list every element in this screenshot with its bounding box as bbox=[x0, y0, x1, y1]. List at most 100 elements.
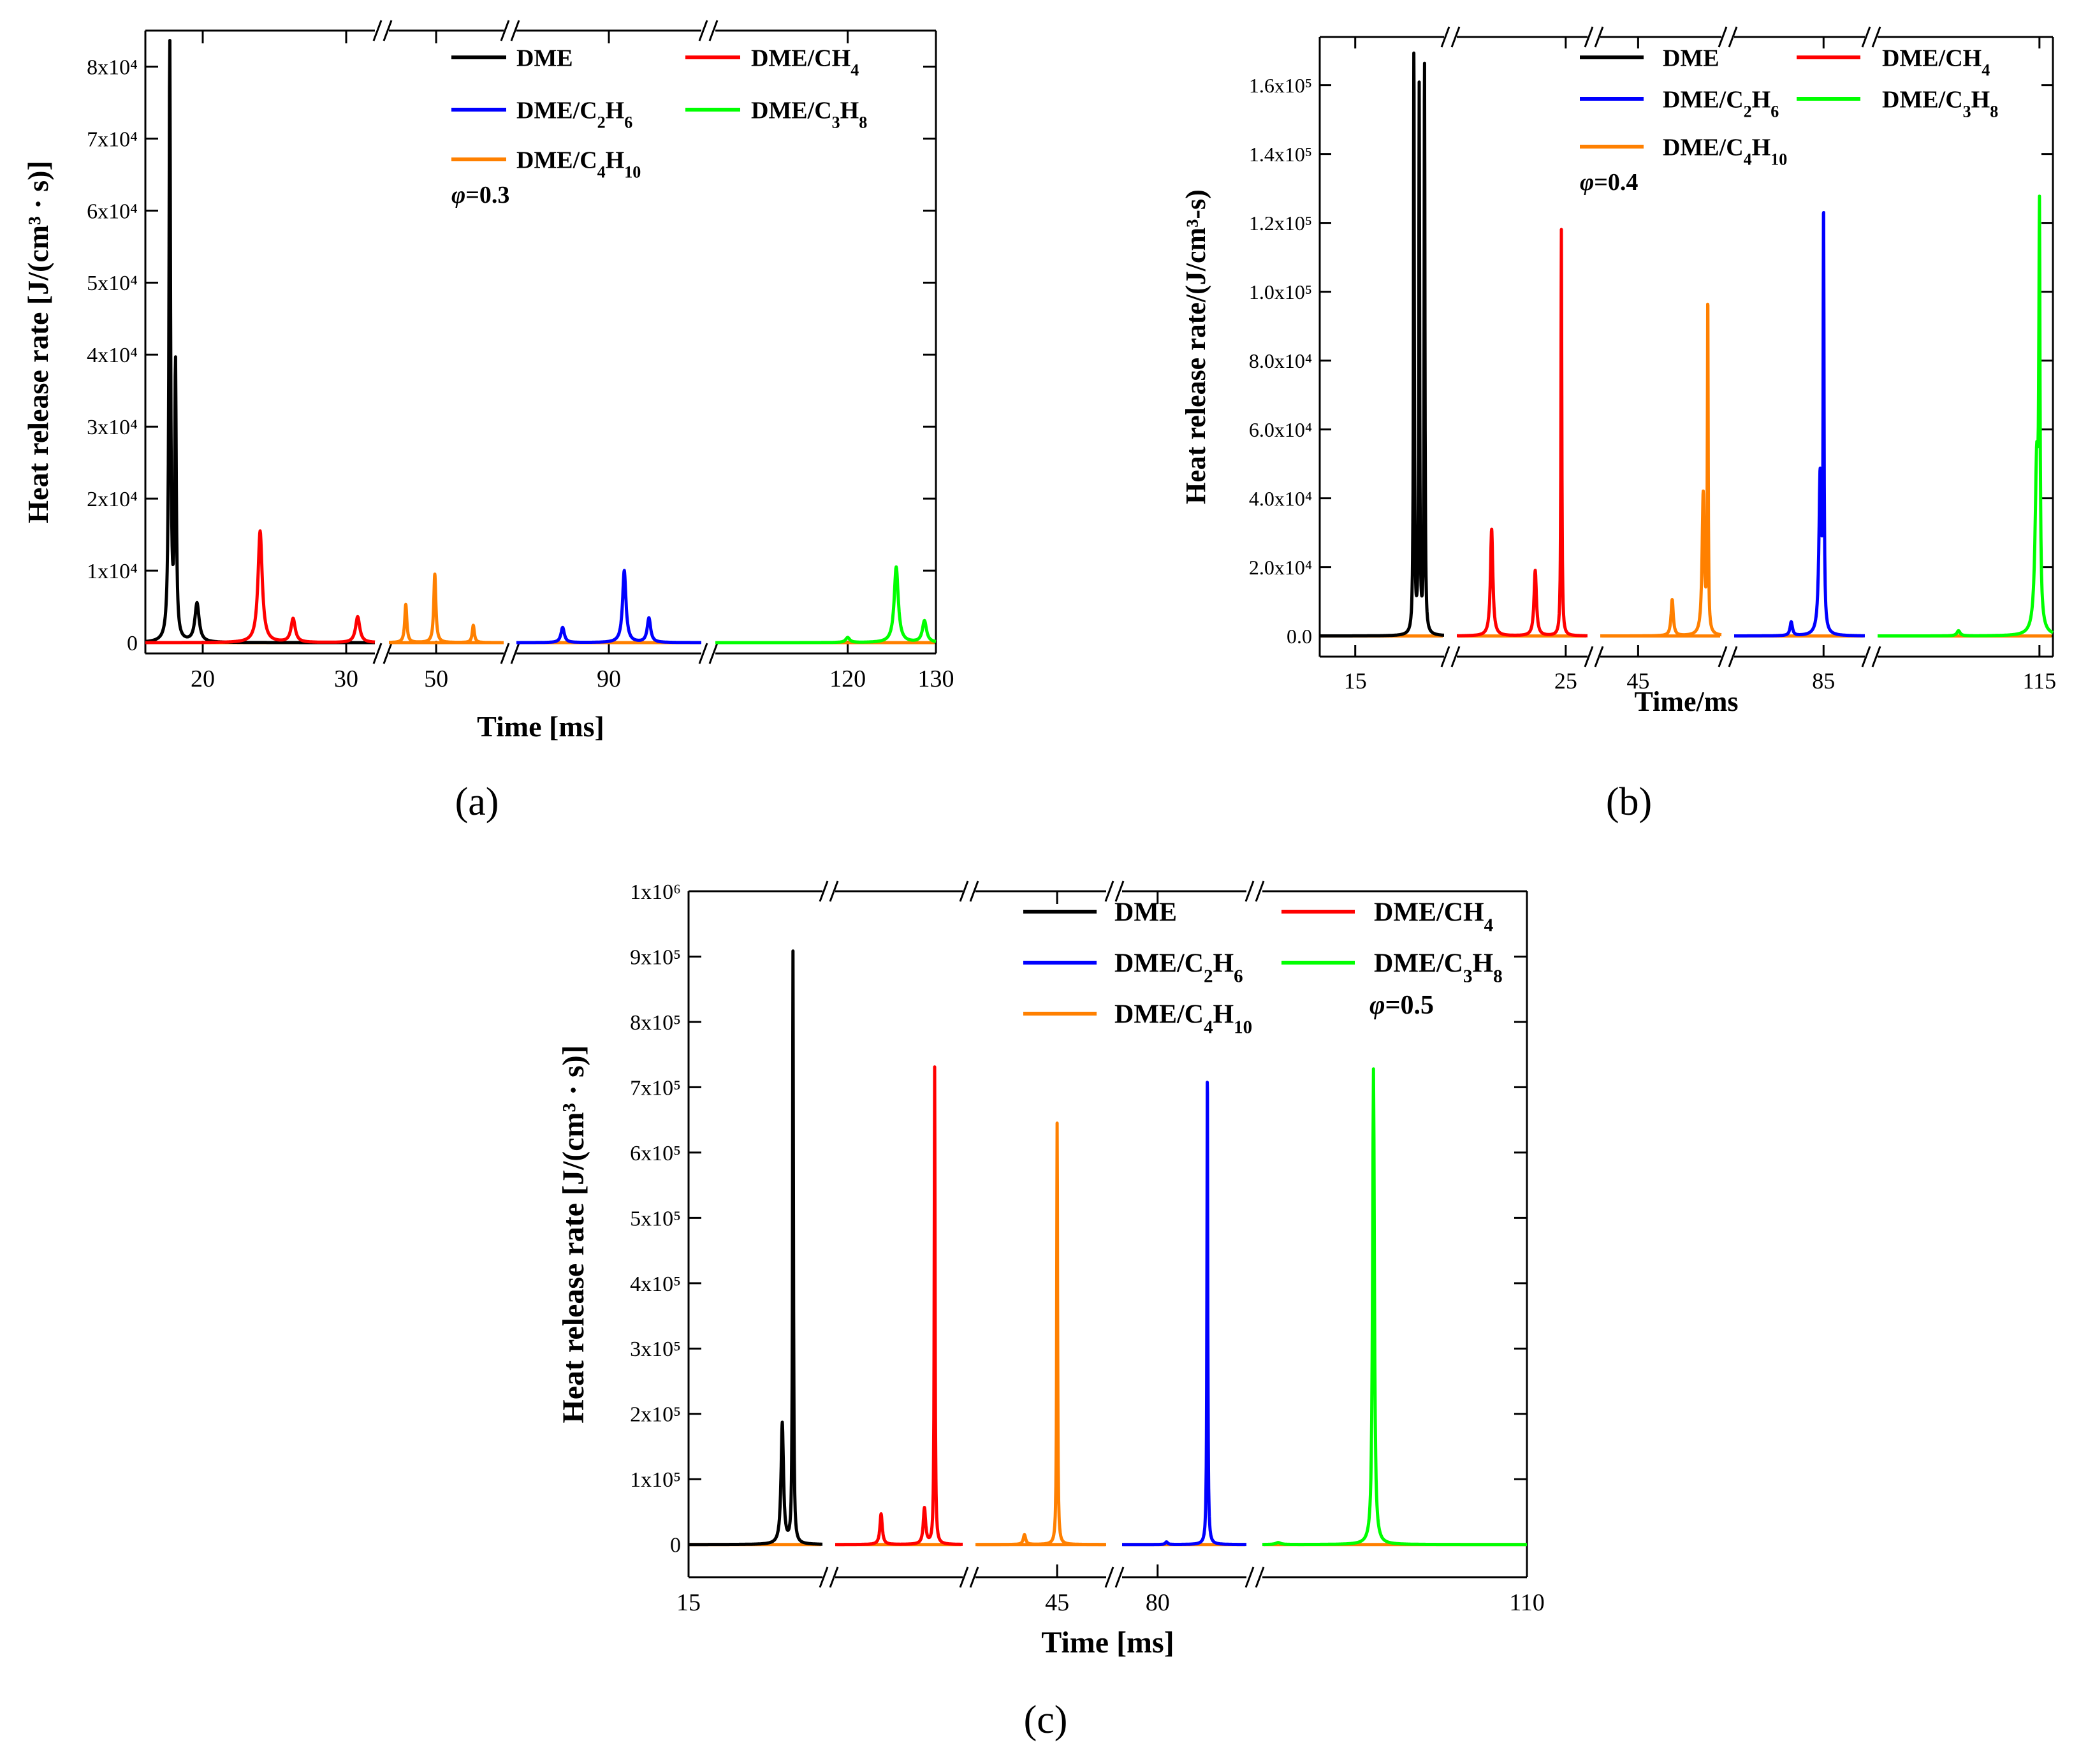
legend-label: DME bbox=[1663, 45, 1719, 71]
legend-label: DME/C3H8 bbox=[1374, 949, 1503, 987]
legend-label-part: 3 bbox=[1963, 102, 1971, 120]
legend-label-part: 10 bbox=[1234, 1017, 1252, 1038]
legend-label-part: DME/C bbox=[751, 97, 832, 124]
legend-label: DME bbox=[516, 45, 573, 71]
axis-break-mark bbox=[959, 880, 969, 902]
axis-break-mark bbox=[698, 643, 708, 664]
legend-label-part: 6 bbox=[624, 113, 632, 131]
phi-annotation: φ=0.4 bbox=[1580, 169, 1638, 196]
x-axis-title: Time [ms] bbox=[1041, 1626, 1174, 1659]
y-axis-title: Heat release rate [J/(cm³ · s)] bbox=[557, 1045, 590, 1423]
legend-label-part: 2 bbox=[1744, 102, 1752, 120]
x-tick-label: 50 bbox=[424, 666, 448, 692]
axis-break-mark bbox=[1871, 646, 1881, 667]
series-line-dme-c2h6 bbox=[1732, 211, 1867, 638]
axis-break-mark bbox=[1718, 646, 1728, 667]
axis-break-mark bbox=[1861, 646, 1871, 667]
axis-break-mark bbox=[383, 20, 393, 41]
axis-break-mark bbox=[1255, 880, 1265, 902]
legend-label-part: DME/CH bbox=[1374, 898, 1484, 928]
x-tick-label: 25 bbox=[1554, 668, 1577, 694]
x-tick-label: 90 bbox=[597, 666, 621, 692]
x-axis-title: Time/ms bbox=[1635, 686, 1739, 717]
legend-label-part: 4 bbox=[1484, 915, 1494, 936]
legend-label: DME/CH4 bbox=[1882, 45, 1990, 79]
y-tick-label: 3x10⁴ bbox=[87, 416, 138, 439]
legend-label: DME/CH4 bbox=[751, 45, 859, 79]
legend-label-part: DME/C bbox=[1114, 1000, 1204, 1030]
axis-break-mark bbox=[1245, 1566, 1255, 1588]
series-lines bbox=[144, 39, 937, 645]
series-lines bbox=[1318, 51, 2054, 638]
legend-label: DME/C2H6 bbox=[1114, 949, 1243, 987]
y-tick-label: 8x10⁵ bbox=[630, 1011, 681, 1035]
legend-label: DME/C4H10 bbox=[516, 147, 641, 181]
chart-panel-a: 0 1x10⁴ 2x10⁴ 3x10⁴ 4x10⁴ 5x10⁴ 6x10⁴ 7x10⁴ 8x10… bbox=[22, 20, 954, 824]
axis-break-mark bbox=[969, 1566, 979, 1588]
y-tick-label: 5x10⁴ bbox=[87, 272, 138, 295]
x-tick-label: 130 bbox=[918, 666, 954, 692]
y-tick-label: 0 bbox=[127, 632, 138, 655]
phi-annotation: φ=0.3 bbox=[451, 182, 509, 208]
series-line-dme-c3h8 bbox=[1876, 194, 2054, 638]
legend-label-part: 4 bbox=[1982, 61, 1990, 79]
legend-label: DME/C3H8 bbox=[1882, 86, 1998, 120]
x-tick-label: 20 bbox=[191, 666, 215, 692]
axis-break-mark bbox=[510, 20, 520, 41]
series-line-dme-c4h10 bbox=[974, 1121, 1108, 1547]
series-line-dme bbox=[1318, 51, 1446, 638]
axis-break-mark bbox=[510, 643, 520, 664]
chart-panel-b: 0.0 2.0x10⁴ 4.0x10⁴ 6.0x10⁴ 8.0x10⁴ 1.0x10⁵ 1.… bbox=[1180, 26, 2056, 824]
axis-break-mark bbox=[1255, 1566, 1265, 1588]
axis-break-mark bbox=[500, 20, 510, 41]
y-tick-label: 1.0x10⁵ bbox=[1249, 281, 1312, 303]
legend-label-part: 4 bbox=[597, 163, 606, 181]
legend-label-part: H bbox=[1752, 134, 1771, 161]
axis-break-mark bbox=[1594, 646, 1604, 667]
legend-label-part: 4 bbox=[1204, 1017, 1213, 1038]
y-tick-label: 7x10⁵ bbox=[630, 1076, 681, 1100]
phi-annotation: φ=0.5 bbox=[1369, 991, 1434, 1020]
legend-label-part: DME/C bbox=[516, 147, 597, 173]
legend-label-part: 8 bbox=[1493, 966, 1503, 987]
legend-label-part: DME/C bbox=[1114, 949, 1204, 979]
x-tick-label: 120 bbox=[829, 666, 866, 692]
series-line-dme-ch4 bbox=[144, 529, 376, 645]
axes: 0.0 2.0x10⁴ 4.0x10⁴ 6.0x10⁴ 8.0x10⁴ 1.0x10⁵ 1.… bbox=[1249, 26, 2056, 694]
y-tick-label: 6x10⁵ bbox=[630, 1142, 681, 1165]
axis-break-mark bbox=[1450, 26, 1461, 48]
axis-break-mark bbox=[1450, 646, 1461, 667]
legend-label: DME/C2H6 bbox=[1663, 86, 1779, 120]
x-tick-label: 85 bbox=[1812, 668, 1835, 694]
legend-label-part: 10 bbox=[1770, 150, 1787, 168]
legend-label-part: H bbox=[606, 97, 625, 124]
y-tick-label: 5x10⁵ bbox=[630, 1207, 681, 1230]
axis-break-mark bbox=[969, 880, 979, 902]
legend-label-part: H bbox=[1213, 949, 1234, 979]
y-tick-label: 2x10⁴ bbox=[87, 488, 138, 511]
legend-label-part: DME/C bbox=[1663, 134, 1744, 161]
x-tick-label: 80 bbox=[1146, 1589, 1170, 1616]
y-tick-label: 1x10⁶ bbox=[630, 880, 681, 904]
legend-label: DME/C4H10 bbox=[1114, 1000, 1252, 1038]
y-tick-label: 2.0x10⁴ bbox=[1249, 556, 1312, 579]
series-line-dme-c3h8 bbox=[714, 565, 937, 645]
legend-label-part: H bbox=[1213, 1000, 1234, 1030]
legend-label-part: 3 bbox=[832, 113, 840, 131]
axis-break-mark bbox=[819, 1566, 829, 1588]
axis-break-mark bbox=[1728, 646, 1738, 667]
y-tick-label: 7x10⁴ bbox=[87, 128, 138, 151]
axis-break-mark bbox=[1871, 26, 1881, 48]
series-line-dme-c2h6 bbox=[515, 569, 703, 645]
phi-value: =0.4 bbox=[1594, 169, 1638, 196]
axis-break-mark bbox=[829, 880, 839, 902]
legend-label-part: DME/C bbox=[1374, 949, 1463, 979]
panel-label: (c) bbox=[1024, 1698, 1068, 1742]
chart-panel-c: 0 1x10⁵ 2x10⁵ 3x10⁵ 4x10⁵ 5x10⁵ 6x10⁵ 7x10⁵ 8x10… bbox=[557, 880, 1545, 1742]
phi-symbol: φ bbox=[1369, 991, 1385, 1020]
axis-break-mark bbox=[1584, 26, 1594, 48]
y-tick-label: 1.2x10⁵ bbox=[1249, 212, 1312, 235]
y-tick-label: 4x10⁴ bbox=[87, 344, 138, 367]
